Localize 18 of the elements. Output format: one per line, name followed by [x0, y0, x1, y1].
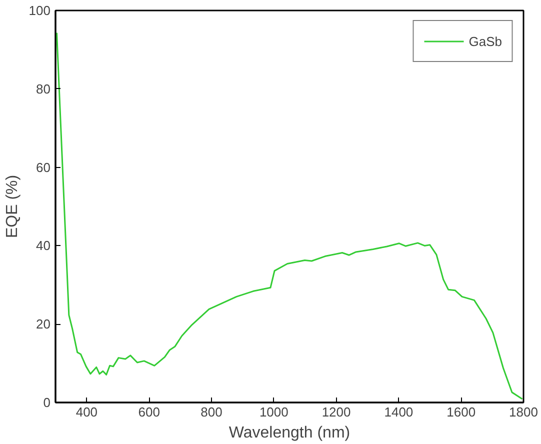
y-tick-label: 80: [36, 81, 51, 96]
x-tick-label: 1000: [259, 404, 288, 420]
x-tick-label: 800: [200, 404, 222, 420]
y-tick-label: 100: [28, 3, 51, 18]
y-axis-title: EQE (%): [4, 174, 21, 238]
legend-label: GaSb: [468, 34, 502, 48]
x-tick-label: 1400: [384, 404, 414, 420]
y-tick-label: 20: [36, 316, 51, 332]
x-tick-label: 1200: [322, 404, 351, 420]
x-tick-label: 400: [76, 404, 98, 420]
y-tick-label: 60: [36, 160, 51, 175]
y-tick-label: 0: [43, 395, 51, 410]
x-axis-title: Wavelength (nm): [228, 424, 350, 442]
line-series: [56, 32, 523, 400]
x-tick-label: 1800: [509, 404, 538, 420]
y-tick-label: 40: [36, 238, 51, 254]
x-tick-label: 1600: [446, 404, 476, 420]
x-tick-label: 600: [138, 404, 160, 420]
